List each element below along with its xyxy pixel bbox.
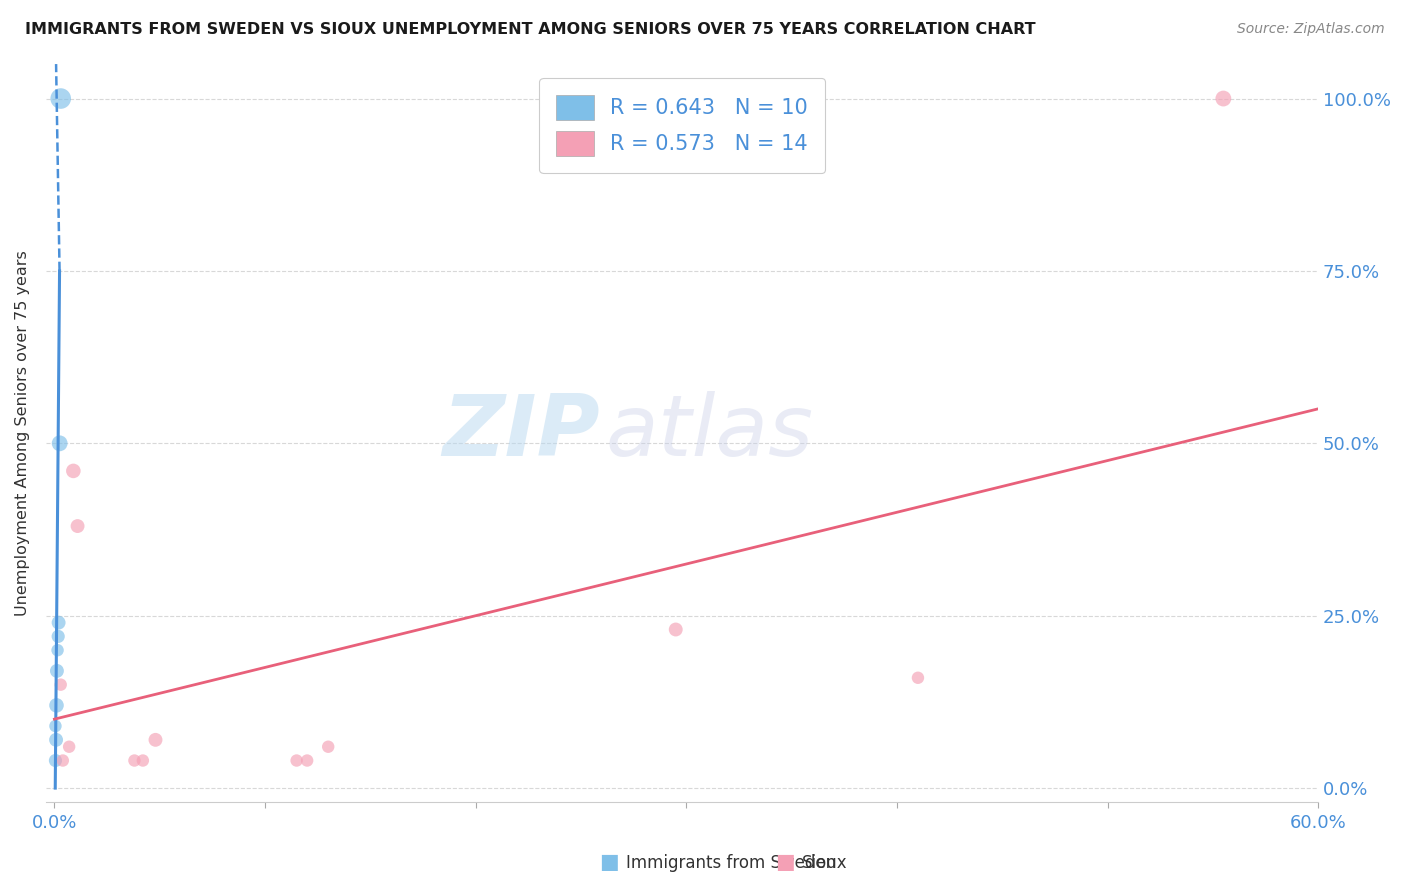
Point [665, 623, 688, 637]
Point [58, 739, 80, 754]
Point [44, 754, 66, 768]
Point [48, 615, 70, 630]
Point [49, 91, 72, 105]
Point [46, 629, 69, 643]
Text: Sioux: Sioux [801, 855, 846, 872]
Point [45, 732, 67, 747]
Point [132, 754, 155, 768]
Point [48, 436, 70, 450]
Point [295, 754, 318, 768]
Point [124, 754, 146, 768]
Point [46, 643, 69, 657]
Point [49, 678, 72, 692]
Point [66, 519, 89, 533]
Point [44, 719, 66, 733]
Point [285, 754, 308, 768]
Text: atlas: atlas [606, 392, 814, 475]
Text: ■: ■ [599, 853, 619, 872]
Point [52, 754, 75, 768]
Point [1212, 91, 1234, 105]
Point [907, 671, 929, 685]
Point [145, 732, 167, 747]
Point [62, 464, 84, 478]
Point [45, 698, 67, 713]
Text: ZIP: ZIP [441, 392, 599, 475]
Text: IMMIGRANTS FROM SWEDEN VS SIOUX UNEMPLOYMENT AMONG SENIORS OVER 75 YEARS CORRELA: IMMIGRANTS FROM SWEDEN VS SIOUX UNEMPLOY… [25, 22, 1036, 37]
Y-axis label: Unemployment Among Seniors over 75 years: Unemployment Among Seniors over 75 years [15, 250, 30, 615]
Text: Immigrants from Sweden: Immigrants from Sweden [626, 855, 835, 872]
Legend: R = 0.643   N = 10, R = 0.573   N = 14: R = 0.643 N = 10, R = 0.573 N = 14 [540, 78, 825, 173]
Text: Source: ZipAtlas.com: Source: ZipAtlas.com [1237, 22, 1385, 37]
Point [45, 664, 67, 678]
Text: ■: ■ [775, 853, 794, 872]
Point [316, 739, 339, 754]
